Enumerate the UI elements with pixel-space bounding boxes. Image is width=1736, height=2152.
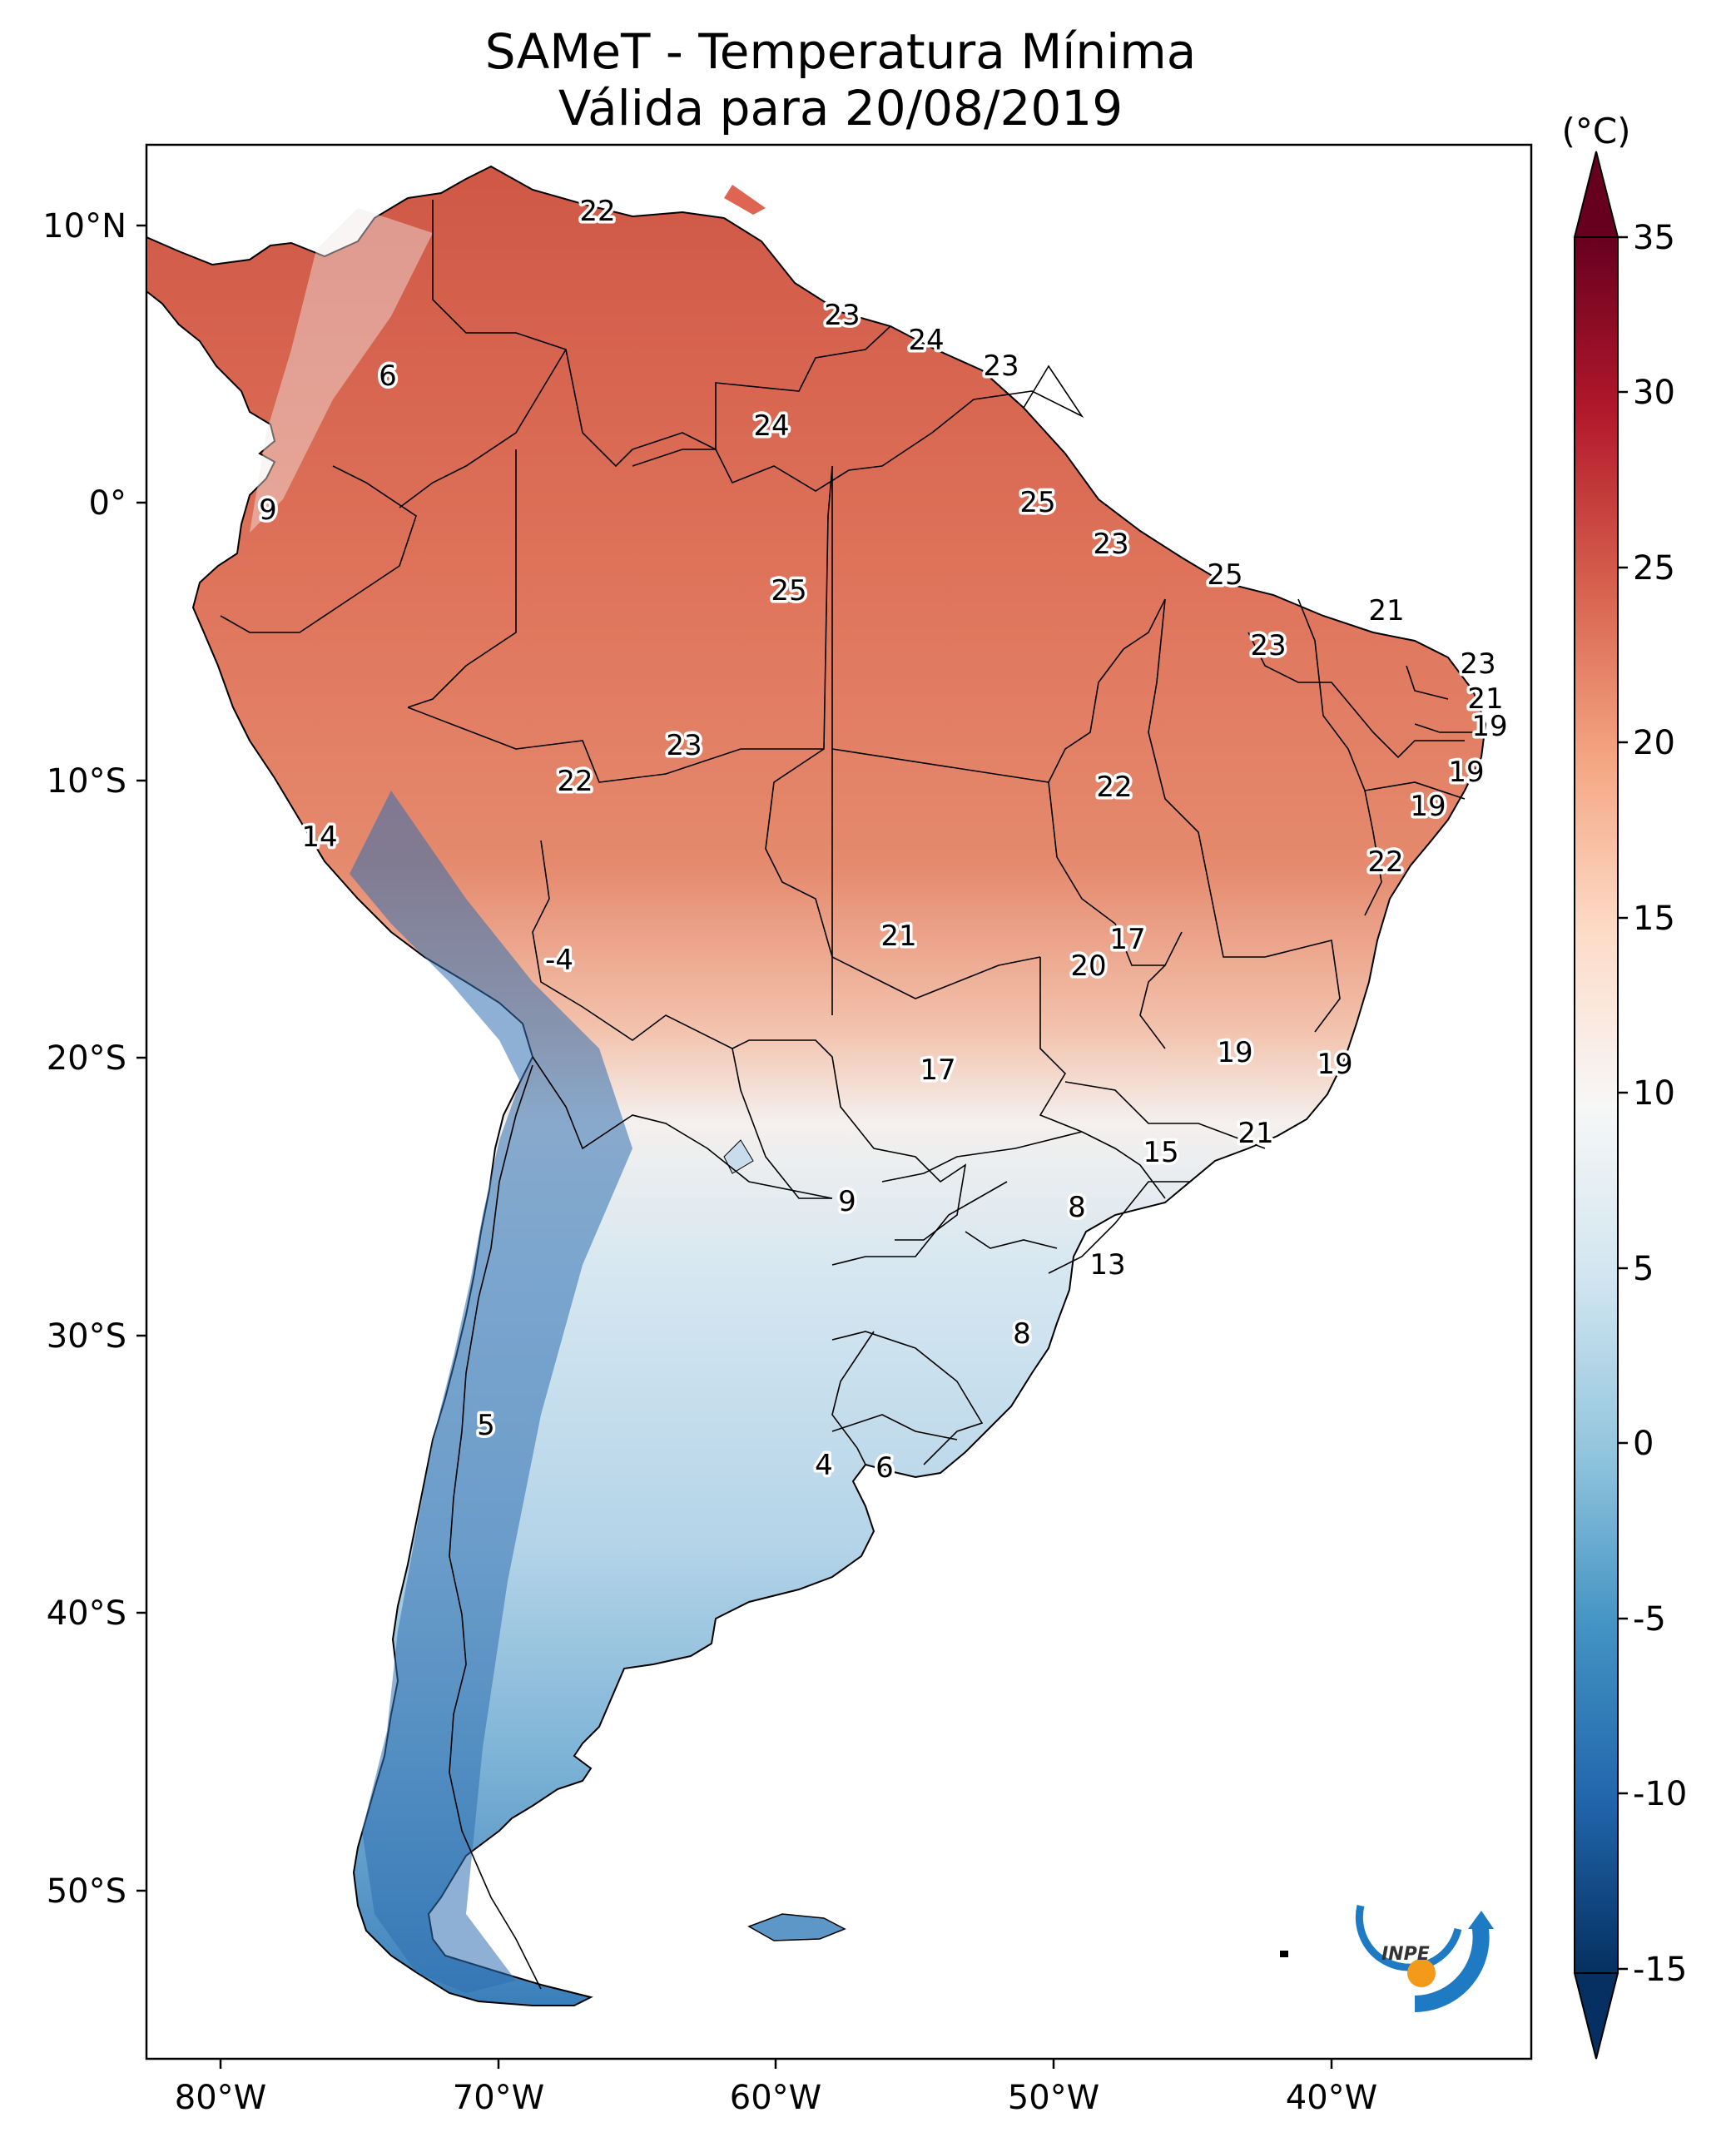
point-label: 23 (824, 299, 860, 332)
lat-tick-label: 30°S (47, 1317, 126, 1356)
point-label: 8 (1068, 1191, 1086, 1224)
colorbar-tick-label: 5 (1633, 1250, 1654, 1288)
map-title: SAMeT - Temperatura Mínima (484, 23, 1197, 80)
colorbar: 35 30 25 20 15 10 5 0 -5 -10 -15 (°C) (1561, 111, 1687, 2060)
colorbar-tick-label: -5 (1633, 1600, 1666, 1639)
lat-tick-label: 10°S (47, 762, 126, 801)
map-content (146, 165, 1487, 2006)
point-label: 25 (1207, 558, 1242, 592)
coastal-island (723, 1139, 754, 1174)
point-label: 21 (1238, 1117, 1273, 1150)
point-label: 6 (379, 359, 397, 393)
colorbar-tick-label: 35 (1633, 219, 1675, 257)
point-label: 19 (1471, 710, 1507, 743)
caribbean-island (724, 185, 766, 215)
point-label: 21 (1467, 682, 1503, 716)
colorbar-tick-label: 15 (1633, 900, 1675, 938)
point-label: 19 (1317, 1048, 1352, 1081)
point-label: 19 (1448, 756, 1484, 789)
point-label: 19 (1410, 790, 1446, 823)
colorbar-ticks (1618, 236, 1628, 1971)
colorbar-tick-label: 20 (1633, 724, 1675, 762)
andes-cold-region (350, 791, 632, 1993)
point-label: 23 (1093, 528, 1128, 561)
point-label: 17 (1109, 923, 1145, 956)
logo-orange-dot (1407, 1959, 1436, 1987)
point-label: 17 (920, 1054, 955, 1087)
colorbar-tick-label: 25 (1633, 549, 1675, 588)
lon-tick-label: 60°W (730, 2079, 821, 2117)
axis-ticks (136, 224, 1333, 2069)
point-label: 19 (1217, 1036, 1252, 1069)
colorbar-tick-label: 0 (1633, 1425, 1654, 1463)
point-label: -4 (545, 944, 573, 977)
lon-tick-label: 50°W (1008, 2079, 1099, 2117)
colombian-andes-region (250, 208, 433, 533)
point-label: 20 (1070, 950, 1106, 983)
point-label: 9 (838, 1185, 856, 1218)
colorbar-unit-label: (°C) (1561, 111, 1630, 151)
logo-arrow-head (1468, 1911, 1494, 1929)
lat-tick-label: 0° (89, 484, 126, 523)
colorbar-tick-label: -10 (1633, 1775, 1687, 1813)
point-label: 8 (1013, 1317, 1031, 1351)
point-label: 21 (880, 920, 916, 953)
logo-text: INPE (1381, 1944, 1430, 1965)
point-label: 24 (753, 409, 789, 443)
point-label: 23 (1250, 629, 1286, 662)
colorbar-tick-label: 10 (1633, 1074, 1675, 1113)
point-label: 14 (301, 821, 337, 854)
logo-orbit-arc (1355, 1904, 1462, 1971)
point-label: 24 (908, 324, 944, 357)
colorbar-scale (1574, 236, 1619, 1974)
colorbar-tick-label: 30 (1633, 374, 1675, 412)
point-label: 25 (771, 574, 806, 607)
political-borders (220, 200, 1473, 1990)
logo-blue-swoosh (1414, 1922, 1490, 2012)
colorbar-upper-extend (1573, 151, 1619, 238)
lon-tick-label: 40°W (1286, 2079, 1377, 2117)
lat-tick-label: 50°S (47, 1872, 126, 1911)
small-island (1280, 1951, 1288, 1957)
point-label: 22 (579, 195, 615, 228)
point-label: 4 (815, 1449, 833, 1482)
point-label: 23 (1460, 647, 1495, 681)
lat-tick-label: 20°S (47, 1039, 126, 1078)
point-label: 22 (1367, 845, 1403, 879)
inpe-logo: INPE (1355, 1904, 1494, 2012)
lat-tick-label: 40°S (47, 1594, 126, 1633)
colorbar-lower-extend (1573, 1972, 1619, 2060)
lon-tick-label: 70°W (453, 2079, 544, 2117)
point-label: 6 (875, 1451, 894, 1485)
point-label: 23 (983, 350, 1019, 383)
lon-tick-label: 80°W (175, 2079, 266, 2117)
falkland-islands (747, 1913, 846, 1941)
point-label: 13 (1089, 1248, 1125, 1282)
point-label: 22 (1096, 771, 1132, 804)
point-label: 23 (666, 729, 702, 762)
temperature-point-labels: 22 6 9 23 24 23 24 25 23 25 25 21 23 23 … (256, 192, 1510, 1488)
point-label: 25 (1019, 486, 1055, 519)
point-label: 15 (1143, 1136, 1178, 1169)
map-subtitle: Válida para 20/08/2019 (558, 80, 1123, 136)
point-label: 21 (1368, 594, 1404, 627)
colorbar-tick-label: -15 (1633, 1951, 1687, 1989)
point-label: 22 (557, 765, 593, 798)
point-label: 5 (477, 1409, 495, 1442)
point-label: 9 (259, 493, 277, 527)
lat-tick-label: 10°N (42, 207, 126, 245)
